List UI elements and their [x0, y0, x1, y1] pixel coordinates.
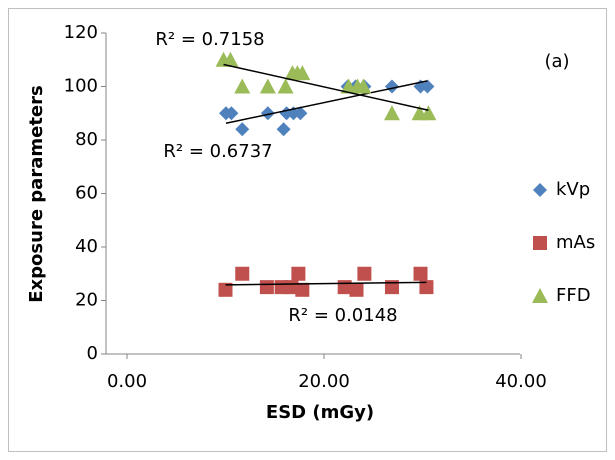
data-point	[349, 282, 364, 297]
annotation: R² = 0.6737	[163, 141, 272, 162]
legend-marker	[533, 183, 547, 197]
y-tick-label: 100	[64, 76, 98, 97]
y-tick-label: 40	[75, 236, 98, 257]
legend-label: kVp	[556, 179, 590, 200]
data-point	[295, 282, 310, 297]
data-point	[383, 105, 400, 121]
legend-marker	[532, 288, 548, 303]
trendline	[223, 63, 429, 111]
data-point	[259, 280, 274, 295]
data-point	[276, 122, 291, 137]
legend-marker	[533, 236, 547, 250]
data-point	[234, 78, 251, 94]
data-point	[259, 78, 276, 94]
legend-label: FFD	[556, 285, 591, 306]
trendline	[225, 80, 428, 124]
x-tick-label: 40.00	[495, 371, 547, 392]
annotation: (a)	[544, 51, 569, 72]
annotation: R² = 0.0148	[288, 305, 397, 326]
data-point	[420, 105, 437, 121]
data-point	[357, 266, 372, 281]
data-point	[277, 78, 294, 94]
y-tick-label: 80	[75, 129, 98, 150]
legend-label: mAs	[556, 232, 595, 253]
y-tick-label: 60	[75, 183, 98, 204]
y-axis-title: Exposure parameters	[26, 85, 47, 302]
x-axis-title: ESD (mGy)	[266, 402, 374, 423]
data-point	[419, 280, 434, 295]
data-point	[413, 266, 428, 281]
data-point	[384, 280, 399, 295]
data-point	[224, 106, 239, 121]
y-tick-label: 0	[87, 343, 98, 364]
data-point	[218, 282, 233, 297]
trendline	[225, 281, 427, 286]
data-point	[420, 79, 435, 94]
data-point	[293, 106, 308, 121]
annotation: R² = 0.7158	[155, 29, 264, 50]
chart-border	[8, 8, 607, 452]
data-point	[355, 78, 372, 94]
x-tick-label: 20.00	[298, 371, 350, 392]
data-point	[260, 106, 275, 121]
x-tick-label: 0.00	[107, 371, 147, 392]
data-point	[235, 266, 250, 281]
y-tick-label: 20	[75, 290, 98, 311]
data-point	[294, 65, 311, 81]
data-point	[291, 266, 306, 281]
data-point	[384, 79, 399, 94]
y-tick-label: 120	[64, 22, 98, 43]
data-point	[235, 122, 250, 137]
data-point	[222, 51, 239, 67]
